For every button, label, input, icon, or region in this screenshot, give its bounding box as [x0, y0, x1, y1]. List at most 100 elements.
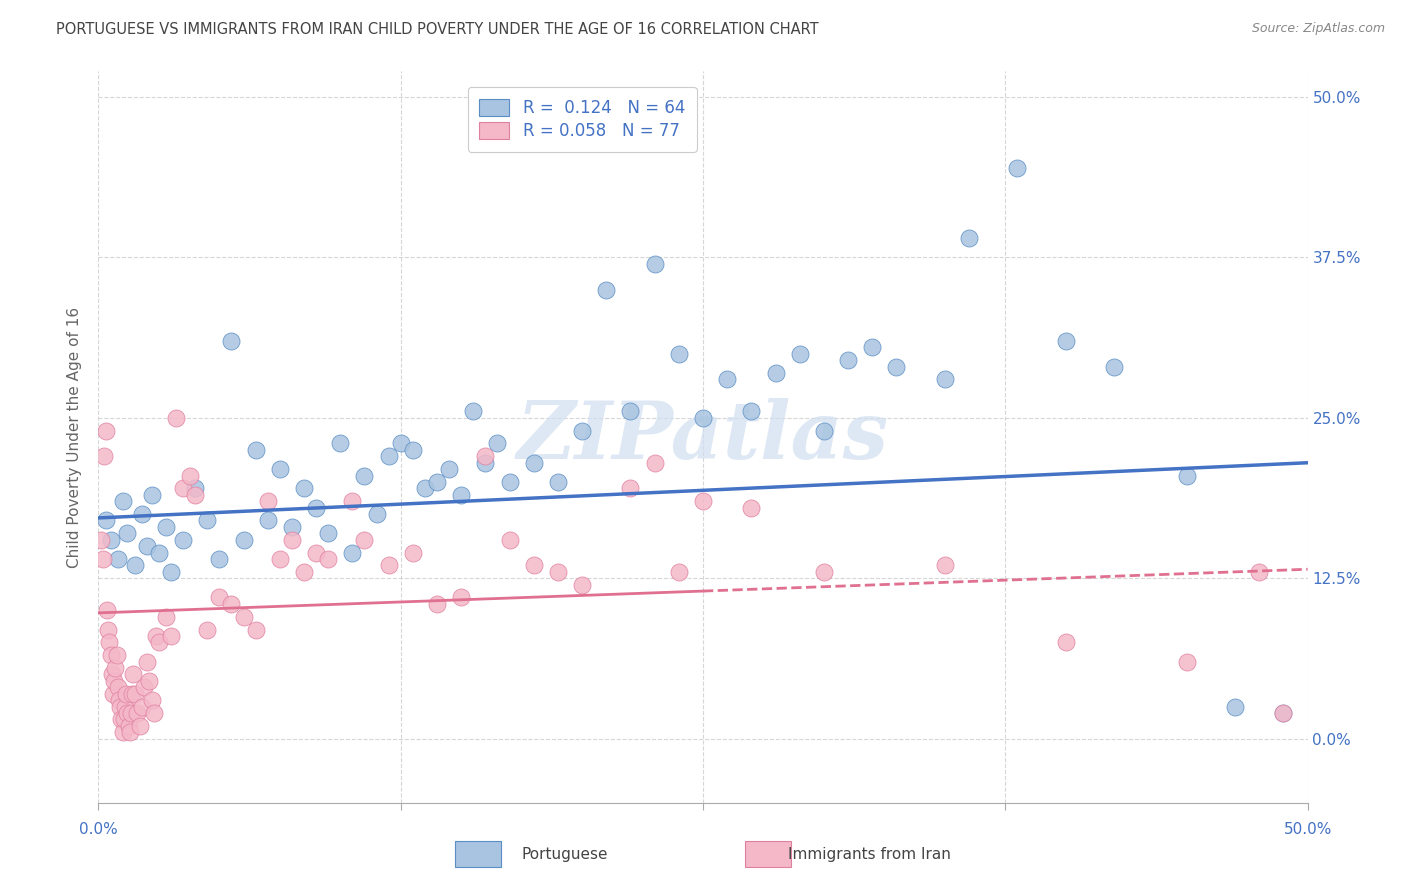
Point [486, 436, 509, 450]
Point [131, 507, 153, 521]
Point [474, 450, 496, 464]
Point [813, 424, 835, 438]
Point [115, 687, 138, 701]
Point [221, 334, 243, 348]
Point [111, 494, 134, 508]
Point [765, 366, 787, 380]
Point [135, 655, 157, 669]
Point [377, 558, 399, 573]
Point [474, 456, 496, 470]
Point [117, 706, 139, 720]
Point [94, 514, 117, 528]
Point [195, 623, 218, 637]
Point [668, 346, 690, 360]
Point [232, 533, 254, 547]
Point [111, 725, 134, 739]
Point [571, 424, 593, 438]
Point [107, 552, 129, 566]
Point [402, 442, 425, 457]
Point [1054, 334, 1077, 348]
Point [957, 231, 980, 245]
Point [740, 404, 762, 418]
Point [103, 673, 125, 688]
Point [426, 597, 449, 611]
Point [155, 520, 177, 534]
Point [547, 475, 569, 489]
Point [100, 667, 122, 681]
Point [114, 699, 136, 714]
Point [1054, 635, 1077, 649]
Point [860, 340, 883, 354]
Text: Immigrants from Iran: Immigrants from Iran [787, 847, 950, 862]
Point [547, 565, 569, 579]
Point [165, 410, 187, 425]
Point [413, 482, 436, 496]
Point [813, 565, 835, 579]
Point [184, 488, 207, 502]
Point [316, 552, 339, 566]
Point [934, 372, 956, 386]
Point [366, 507, 388, 521]
Point [91, 552, 114, 566]
Point [101, 687, 124, 701]
Point [523, 558, 546, 573]
Text: PORTUGUESE VS IMMIGRANTS FROM IRAN CHILD POVERTY UNDER THE AGE OF 16 CORRELATION: PORTUGUESE VS IMMIGRANTS FROM IRAN CHILD… [56, 22, 818, 37]
Point [256, 514, 278, 528]
Point [118, 725, 141, 739]
Point [145, 629, 167, 643]
Text: Portuguese: Portuguese [522, 847, 609, 862]
Point [121, 687, 143, 701]
Point [668, 565, 690, 579]
Text: Source: ZipAtlas.com: Source: ZipAtlas.com [1251, 22, 1385, 36]
Point [90, 533, 112, 547]
Point [353, 533, 375, 547]
Point [96, 603, 118, 617]
Point [208, 591, 231, 605]
Point [98, 635, 121, 649]
Point [644, 257, 666, 271]
Point [389, 436, 412, 450]
Point [353, 468, 375, 483]
Point [118, 719, 141, 733]
Point [131, 699, 153, 714]
Point [1175, 468, 1198, 483]
Point [127, 706, 149, 720]
Point [124, 558, 146, 573]
Point [148, 635, 170, 649]
Point [644, 456, 666, 470]
Point [692, 410, 714, 425]
Point [305, 545, 328, 559]
Point [934, 558, 956, 573]
Point [128, 719, 150, 733]
Point [232, 609, 254, 624]
Point [208, 552, 231, 566]
Bar [456, 841, 501, 867]
Point [498, 475, 520, 489]
Point [179, 468, 201, 483]
Point [141, 693, 163, 707]
Point [148, 545, 170, 559]
Point [292, 482, 315, 496]
Point [108, 693, 131, 707]
Point [342, 494, 364, 508]
Point [94, 424, 117, 438]
Point [256, 494, 278, 508]
Point [141, 488, 163, 502]
Point [1249, 565, 1271, 579]
Point [107, 681, 129, 695]
Bar [745, 841, 792, 867]
Point [97, 623, 120, 637]
Point [342, 545, 364, 559]
Point [120, 706, 142, 720]
Point [160, 565, 183, 579]
Point [281, 533, 304, 547]
Point [117, 526, 139, 541]
Point [269, 552, 291, 566]
Point [1175, 655, 1198, 669]
Point [93, 450, 115, 464]
Point [160, 629, 183, 643]
Point [402, 545, 425, 559]
Point [450, 488, 472, 502]
Point [104, 661, 127, 675]
Point [377, 450, 399, 464]
